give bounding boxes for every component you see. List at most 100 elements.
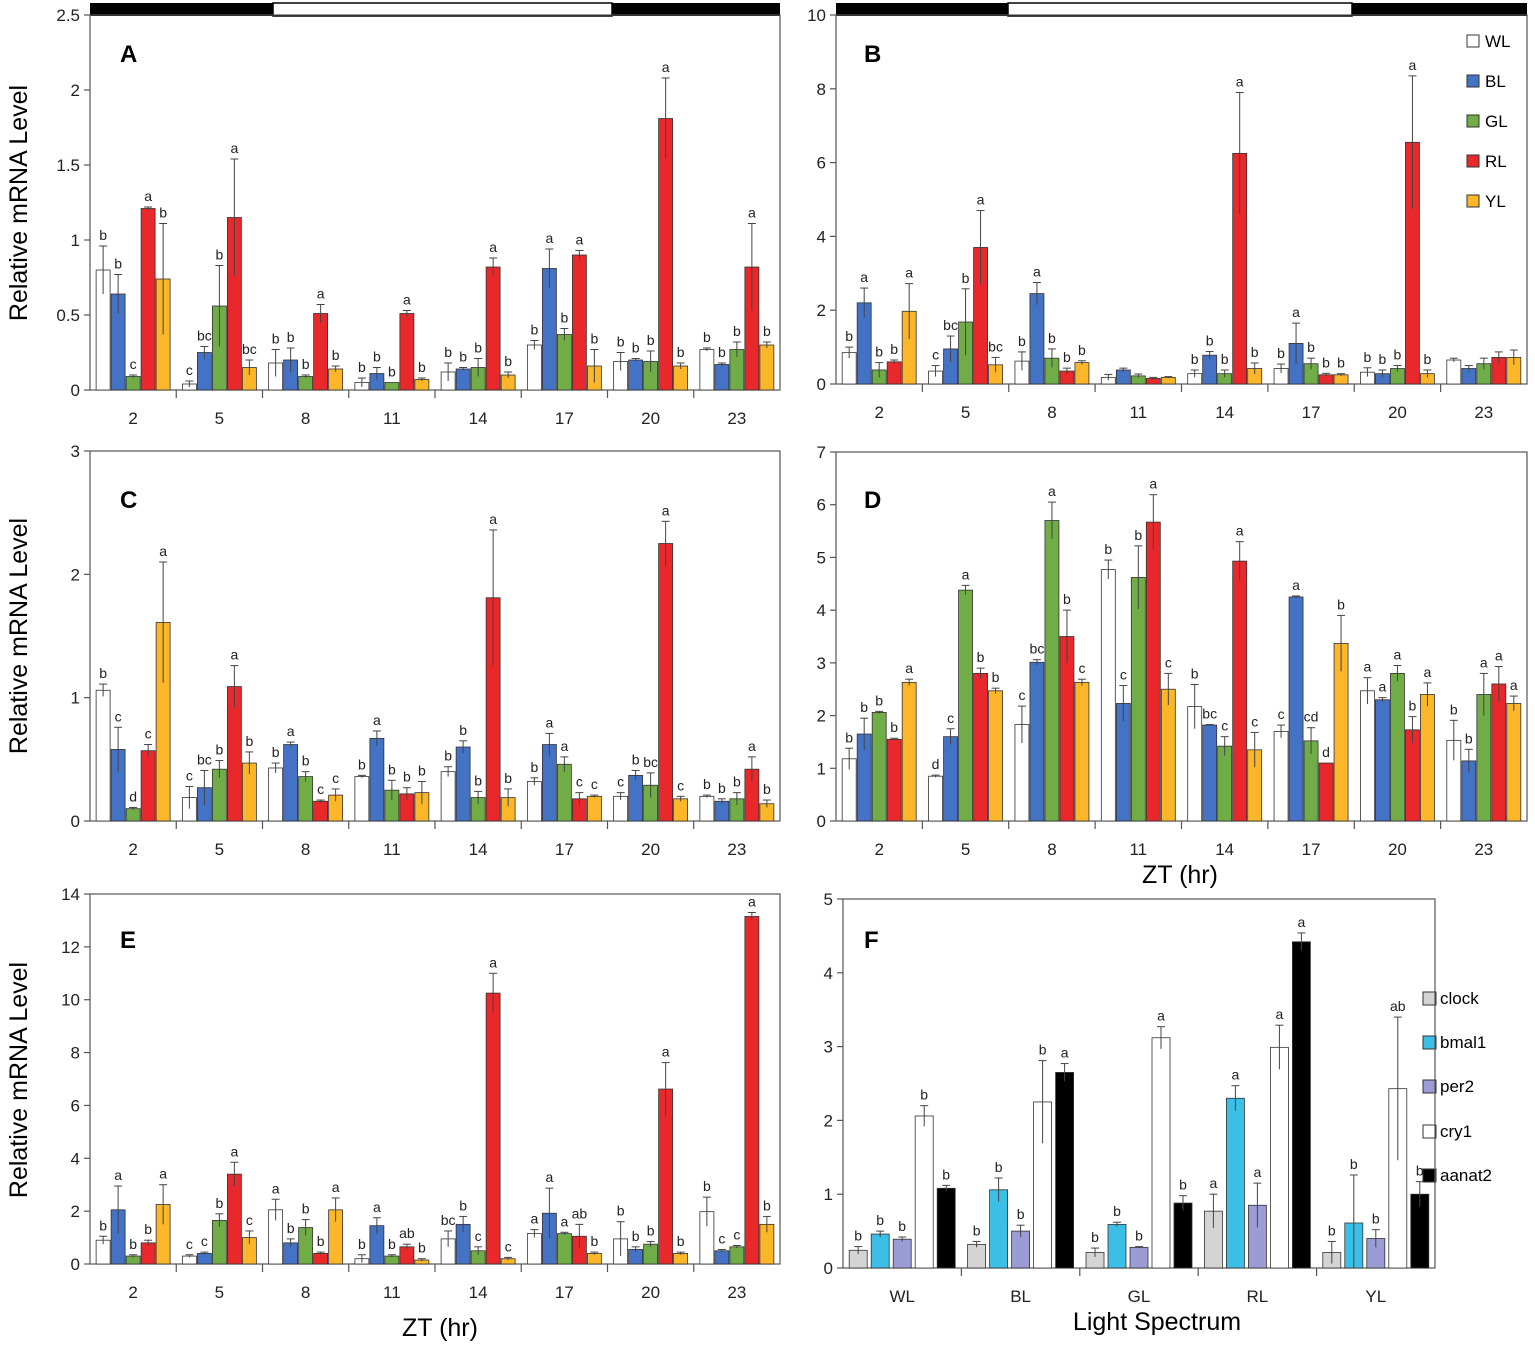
plot-frame-b [835,14,1528,385]
significance-letter: b [733,323,741,339]
significance-letter: b [920,1087,928,1103]
significance-letter: a [373,1199,381,1215]
y-tick-label: 2 [71,1202,80,1221]
x-tick-label: 11 [383,1283,401,1302]
significance-letter: a [1424,664,1432,680]
significance-letter: a [905,660,913,676]
significance-letter: c [1278,706,1285,722]
bar-yl [759,344,775,391]
significance-letter: b [530,322,538,338]
significance-letter: b [1191,665,1199,681]
significance-letter: b [530,759,538,775]
significance-letter: b [99,1217,107,1233]
significance-letter: b [215,1195,223,1211]
significance-letter: bc [1030,641,1045,657]
plot-frame-c [89,450,781,822]
bar-wl [928,775,943,822]
bar-gl [643,1243,659,1265]
legend-swatch-wl [1466,34,1480,48]
x-axis-title-f: Light Spectrum [1073,1308,1241,1336]
significance-letter: a [560,1213,568,1229]
bar-yl [328,368,344,391]
panel-label-c: C [120,487,137,514]
y-tick-label: 7 [817,443,826,462]
x-tick-label: 17 [555,1283,574,1302]
y-tick-label: 4 [817,601,826,620]
y-tick-label: 3 [824,1038,833,1057]
panel-label-f: F [864,927,879,954]
x-tick-label: 23 [727,1283,746,1302]
significance-letter: b [617,1203,625,1219]
x-tick-label: 23 [1474,403,1493,422]
bar-bl [1202,354,1218,385]
y-tick-label: 8 [817,80,826,99]
significance-letter: a [748,738,756,754]
significance-letter: b [1450,701,1458,717]
y-tick-label: 2 [824,1111,833,1130]
x-tick-label: 5 [215,409,224,428]
bar-bl [455,368,471,391]
x-tick-label: 5 [961,840,970,859]
significance-letter: b [1350,1156,1358,1172]
y-tick-label: 4 [824,964,833,983]
significance-letter: b [718,780,726,796]
bar-rl [313,313,329,391]
significance-letter: a [230,647,238,663]
bar-bl [628,774,644,822]
significance-letter: b [632,1228,640,1244]
significance-letter: b [590,1233,598,1249]
significance-letter: c [947,710,954,726]
significance-letter: b [977,649,985,665]
x-tick-label: 23 [727,409,746,428]
significance-letter: b [1424,351,1432,367]
significance-letter: b [99,227,107,243]
bar-rl [140,1242,156,1265]
significance-letter: a [403,292,411,308]
bar-bl [455,746,471,822]
x-tick-label: 11 [1129,403,1147,422]
bar-rl [140,750,156,822]
significance-letter: b [1134,527,1142,543]
bar-bl [714,1250,730,1265]
significance-letter: b [287,329,295,345]
significance-letter: a [748,894,756,910]
significance-letter: b [1104,541,1112,557]
significance-letter: a [1048,483,1056,499]
bar-bl [541,744,557,822]
significance-letter: b [1307,339,1315,355]
legend-label-rl: RL [1485,152,1507,171]
x-tick-label: 23 [727,840,746,859]
significance-letter: b [474,340,482,356]
significance-letter: a [575,232,583,248]
bar-yl [673,1253,689,1265]
dark-phase-end [612,3,780,16]
y-tick-label: 2 [71,565,80,584]
significance-letter: c [1120,667,1127,683]
bar-bl [369,737,385,822]
bar-yl [586,795,602,822]
significance-letter: b [129,1236,137,1252]
legend-label-aanat2: aanat2 [1440,1166,1492,1185]
bar-yl [901,681,917,822]
significance-letter: c [475,1228,482,1244]
significance-letter: c [130,356,137,372]
x-tick-label: 17 [555,840,574,859]
significance-letter: b [590,331,598,347]
significance-letter: b [1135,1228,1143,1244]
significance-letter: b [302,1201,310,1217]
bar-bl [714,800,730,822]
significance-letter: b [388,761,396,777]
significance-letter: b [403,769,411,785]
significance-letter: a [1292,304,1300,320]
bar-gl [556,334,572,391]
significance-letter: b [388,364,396,380]
significance-letter: b [677,1233,685,1249]
y-tick-label: 0 [817,375,826,394]
significance-letter: b [876,1212,884,1228]
significance-letter: b [373,349,381,365]
significance-letter: c [1251,713,1258,729]
significance-letter: a [489,239,497,255]
y-tick-label: 14 [61,885,80,904]
significance-letter: b [444,344,452,360]
